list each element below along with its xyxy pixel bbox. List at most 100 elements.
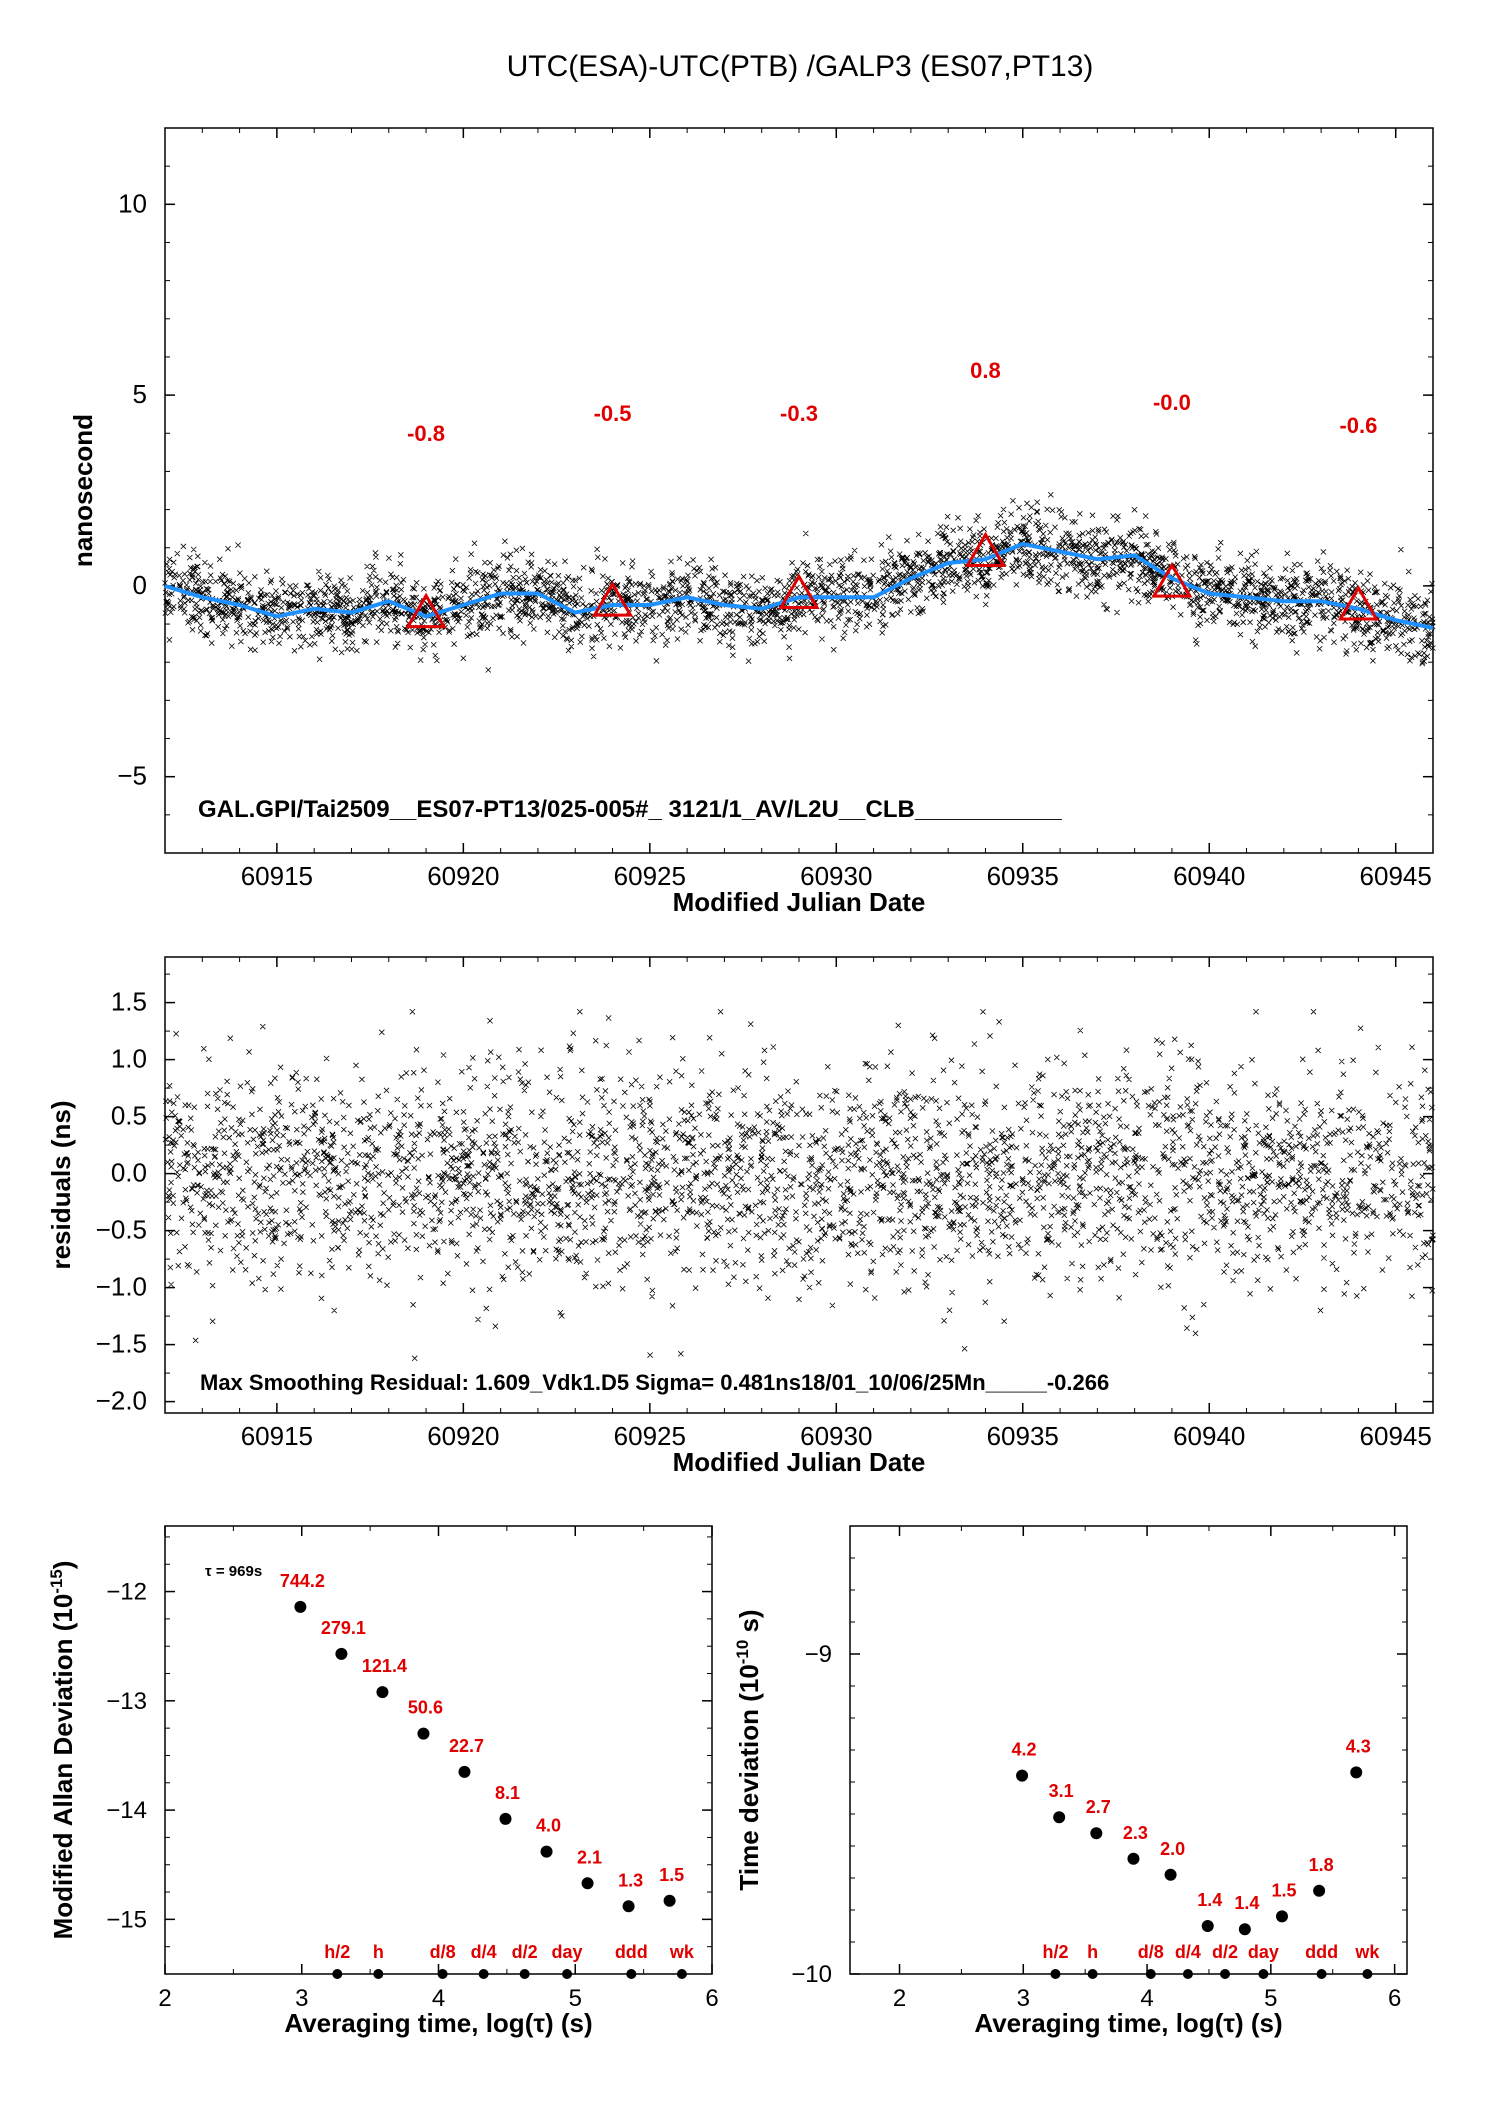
period-marker — [437, 1969, 448, 1979]
y-tick-label: 1.0 — [111, 1044, 147, 1074]
x-tick-label: 2 — [893, 1985, 906, 2012]
deviation-value-label: 2.7 — [1086, 1797, 1111, 1817]
y-tick-label: 5 — [133, 379, 147, 409]
marker-value-label: 0.8 — [970, 358, 1001, 383]
marker-value-label: -0.8 — [407, 421, 445, 446]
period-marker — [519, 1969, 530, 1979]
x-tick-label: 4 — [1140, 1985, 1153, 2012]
x-tick-label: 60930 — [800, 1421, 872, 1451]
deviation-value-label: 4.0 — [536, 1816, 561, 1836]
triangle-marker — [405, 592, 447, 629]
y-tick-label: −9 — [805, 1641, 832, 1668]
triangle-marker — [1151, 562, 1193, 598]
deviation-point — [1313, 1884, 1326, 1897]
period-label: d/4 — [471, 1942, 497, 1962]
y-axis-label: Modified Allan Deviation (10-15) — [47, 1561, 78, 1940]
y-tick-label: −12 — [106, 1579, 147, 1606]
period-marker — [562, 1969, 573, 1979]
measurement-points — [162, 491, 1436, 673]
period-marker — [1362, 1969, 1373, 1979]
x-tick-label: 4 — [432, 1985, 445, 2012]
y-tick-label: 0.5 — [111, 1101, 147, 1131]
period-marker — [626, 1969, 637, 1979]
x-tick-label: 60940 — [1173, 1421, 1245, 1451]
period-label: h — [373, 1942, 384, 1962]
triangle-marker — [1337, 584, 1380, 621]
marker-value-label: -0.0 — [1153, 390, 1191, 415]
deviation-value-label: 8.1 — [495, 1783, 520, 1803]
period-label: d/2 — [512, 1942, 538, 1962]
deviation-value-label: 121.4 — [362, 1656, 407, 1676]
deviation-value-label: 1.4 — [1197, 1890, 1222, 1910]
triangle-marker — [591, 581, 634, 617]
period-label: day — [552, 1942, 583, 1962]
x-tick-label: 5 — [1264, 1985, 1277, 2012]
deviation-point — [1164, 1868, 1177, 1881]
period-marker — [1316, 1969, 1327, 1979]
tau-note: τ = 969s — [205, 1563, 262, 1580]
period-marker — [676, 1969, 687, 1979]
deviation-value-label: 1.5 — [659, 1865, 684, 1885]
period-marker — [1050, 1969, 1061, 1979]
period-label: d/8 — [1138, 1942, 1164, 1962]
y-tick-label: 1.5 — [111, 987, 147, 1017]
deviation-point — [417, 1727, 430, 1740]
period-marker — [1087, 1969, 1098, 1979]
residual-points — [162, 1008, 1436, 1362]
y-tick-label: 0 — [133, 570, 147, 600]
x-tick-label: 6 — [705, 1985, 718, 2012]
period-marker — [478, 1969, 489, 1979]
y-tick-label: 10 — [118, 188, 147, 218]
y-tick-label: −2.0 — [96, 1386, 147, 1416]
deviation-value-label: 50.6 — [408, 1698, 443, 1718]
x-tick-label: 60935 — [987, 861, 1059, 891]
deviation-value-label: 4.2 — [1012, 1740, 1037, 1760]
x-tick-label: 5 — [569, 1985, 582, 2012]
x-tick-label: 3 — [1017, 1985, 1030, 2012]
deviation-value-label: 4.3 — [1346, 1736, 1371, 1756]
deviation-point — [458, 1765, 471, 1778]
marker-value-label: -0.3 — [780, 401, 818, 426]
period-marker — [332, 1969, 343, 1979]
x-axis-label: Modified Julian Date — [673, 1447, 926, 1477]
x-tick-label: 60925 — [614, 861, 686, 891]
deviation-point — [376, 1686, 389, 1699]
period-label: ddd — [1305, 1942, 1338, 1962]
figure-title: UTC(ESA)-UTC(PTB) /GALP3 (ES07,PT13) — [507, 50, 1094, 83]
deviation-point — [294, 1600, 307, 1613]
deviation-point — [1127, 1852, 1140, 1865]
deviation-point — [499, 1812, 512, 1825]
deviation-value-label: 2.0 — [1160, 1839, 1185, 1859]
deviation-point — [663, 1894, 676, 1907]
y-tick-label: −10 — [791, 1961, 832, 1988]
period-label: day — [1248, 1942, 1279, 1962]
y-tick-label: −13 — [106, 1688, 147, 1715]
period-label: d/2 — [1212, 1942, 1238, 1962]
period-marker — [373, 1969, 384, 1979]
y-tick-label: −0.5 — [96, 1215, 147, 1245]
deviation-value-label: 3.1 — [1049, 1781, 1074, 1801]
period-marker — [1145, 1969, 1156, 1979]
deviation-value-label: 2.3 — [1123, 1823, 1148, 1843]
y-tick-label: 0.0 — [111, 1158, 147, 1188]
plot-frame — [849, 1525, 1408, 1975]
deviation-value-label: 279.1 — [321, 1618, 366, 1638]
y-tick-label: −15 — [106, 1906, 147, 1933]
deviation-point — [581, 1877, 594, 1890]
deviation-point — [622, 1900, 635, 1913]
period-label: wk — [1354, 1942, 1380, 1962]
x-tick-label: 3 — [295, 1985, 308, 2012]
timeseries-panel: 60915 60920 60925 60930 60935 60940 60945 10 5 0 −… — [68, 127, 1436, 917]
data-source-annotation: GAL.GPI/Tai2509__ES07-PT13/025-005#_ 312… — [198, 796, 1062, 823]
x-tick-label: 60935 — [987, 1421, 1059, 1451]
x-tick-label: 6 — [1388, 1985, 1401, 2012]
y-axis-label: Time deviation (10-10 s) — [733, 1609, 764, 1890]
deviation-point — [540, 1845, 553, 1858]
x-tick-label: 60940 — [1173, 861, 1245, 891]
residual-statistics-annotation: Max Smoothing Residual: 1.609_Vdk1.D5 Si… — [200, 1370, 1109, 1395]
x-tick-label: 60915 — [241, 1421, 313, 1451]
period-label: h/2 — [1042, 1942, 1068, 1962]
deviation-value-label: 22.7 — [449, 1736, 484, 1756]
x-tick-label: 2 — [158, 1985, 171, 2012]
